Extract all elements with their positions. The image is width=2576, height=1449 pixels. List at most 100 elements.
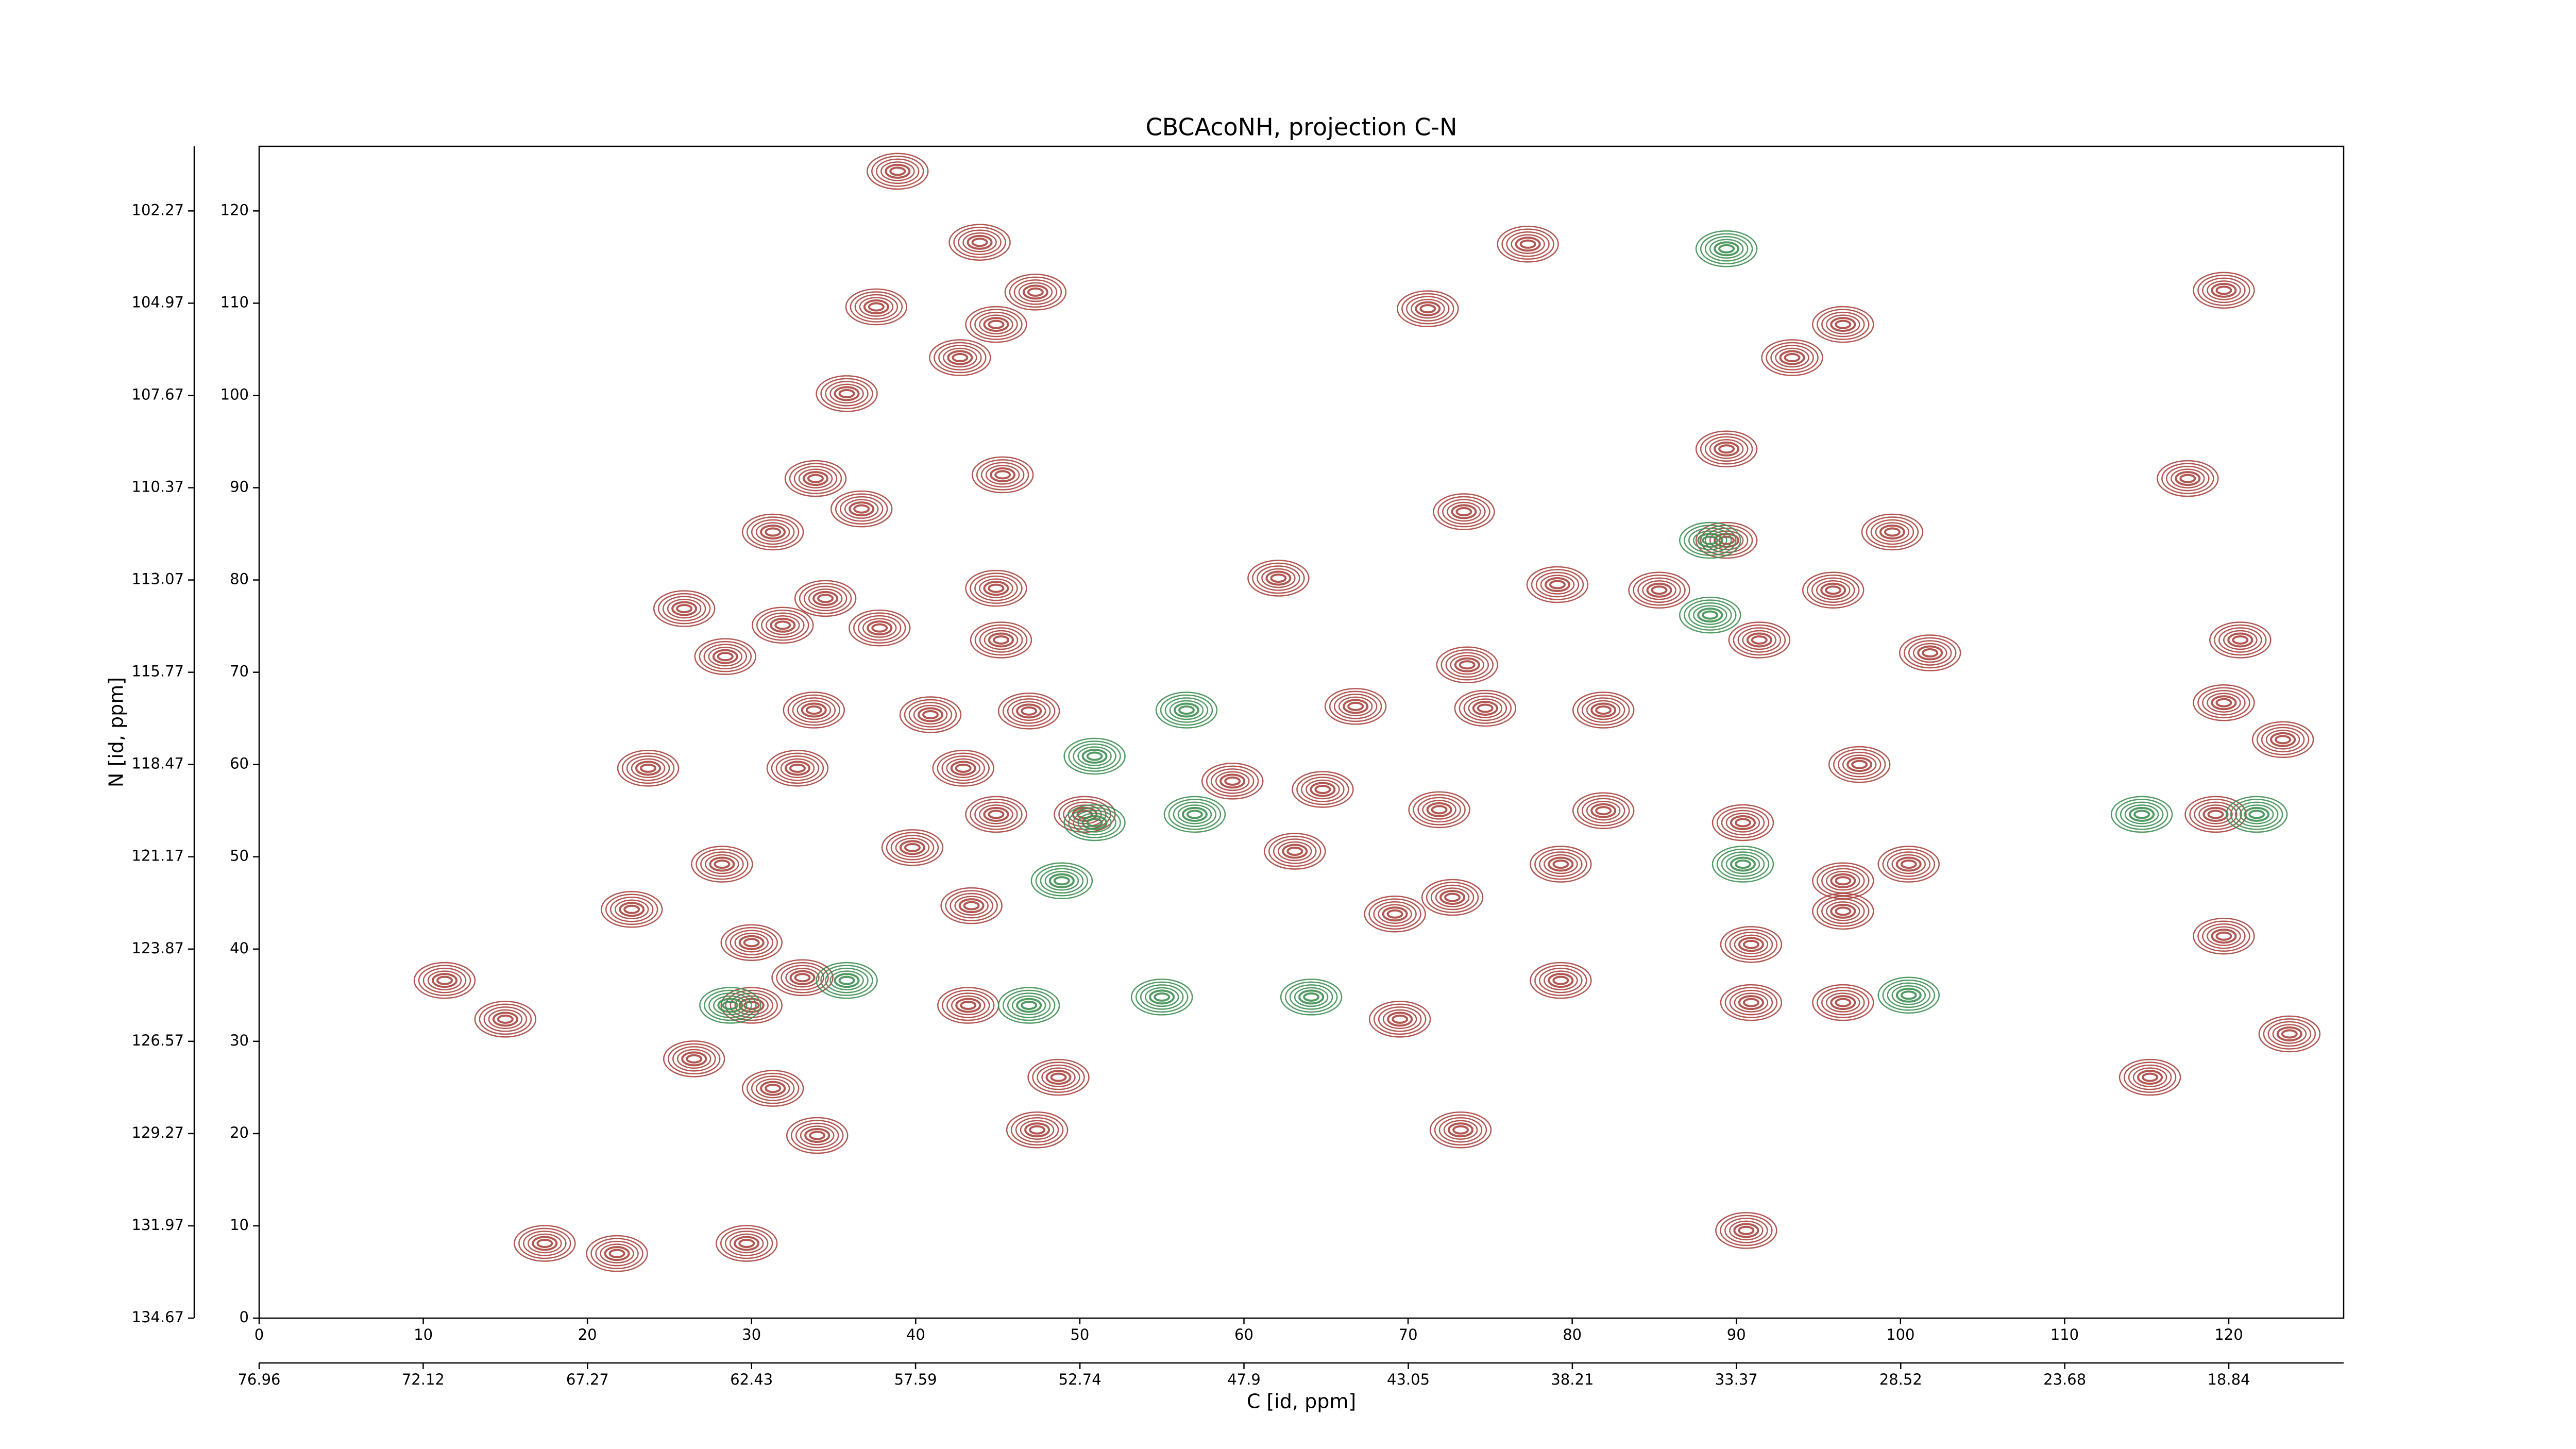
contour-ring (1463, 695, 1507, 721)
contour-ring (2128, 1064, 2172, 1090)
contour-ring (1534, 848, 1587, 880)
peak (1201, 763, 1264, 800)
contour-ring (1734, 818, 1751, 828)
contour-ring (1830, 995, 1856, 1010)
contour-ring (941, 755, 985, 781)
contour-ring (1452, 1125, 1469, 1135)
contour-ring (2124, 804, 2159, 824)
contour-ring (2120, 801, 2164, 828)
contour-ring (1004, 274, 1067, 311)
contour-ring (1378, 904, 1412, 924)
contour-ring (1718, 444, 1735, 454)
contour-ring (1595, 806, 1612, 816)
contour-ring (867, 153, 929, 190)
contour-ring (1714, 241, 1740, 257)
contour-ring (945, 890, 998, 921)
contour-ring (1029, 1125, 1046, 1135)
peak (2193, 684, 2255, 721)
contour-ring (1045, 1070, 1072, 1085)
y2-tick-label: 134.67 (132, 1308, 184, 1326)
contour-ring (1444, 892, 1461, 902)
contour-ring (789, 970, 816, 985)
contour-ring (938, 345, 982, 370)
y2-tick-label: 113.07 (132, 570, 184, 588)
y-axis-label: N [id, ppm] (105, 677, 128, 787)
contour-ring (1440, 649, 1494, 681)
peak (1530, 962, 1592, 999)
contour-ring (863, 299, 889, 315)
contour-ring (1450, 655, 1485, 675)
contour-ring (640, 763, 657, 773)
contour-ring (1802, 571, 1865, 609)
contour-ring (2218, 627, 2262, 653)
contour-ring (1535, 571, 1580, 598)
contour-ring (1642, 580, 1676, 600)
contour-ring (942, 989, 995, 1021)
contour-ring (708, 992, 752, 1018)
contour-ring (2198, 804, 2233, 824)
peak (1761, 339, 1823, 376)
contour-ring (2270, 732, 2296, 747)
contour-ring (948, 224, 1011, 261)
contour-ring (2157, 460, 2219, 497)
contour-ring (436, 975, 453, 985)
contour-ring (1711, 846, 1774, 883)
contour-ring (2239, 804, 2274, 824)
contour-ring (2189, 799, 2242, 830)
contour-ring (1468, 698, 1503, 718)
contour-ring (834, 973, 860, 988)
peak (794, 580, 857, 617)
contour-ring (1324, 688, 1387, 725)
contour-ring (971, 238, 988, 247)
contour-ring (1261, 568, 1296, 588)
contour-ring (1875, 522, 1910, 542)
contour-ring (2272, 1024, 2307, 1044)
contour-ring (1746, 632, 1772, 648)
contour-ring (871, 623, 888, 633)
contour-ring (600, 891, 663, 928)
contour-ring (1431, 805, 1448, 815)
contour-ring (2207, 693, 2241, 713)
contour-ring (881, 829, 944, 866)
peak (1155, 692, 1218, 729)
contour-ring (943, 347, 977, 368)
y2-tick-label: 118.47 (132, 755, 184, 772)
contour-ring (1154, 992, 1171, 1002)
contour-ring (1081, 749, 1108, 764)
contour-ring (1729, 932, 1773, 957)
contour-ring (1729, 989, 1773, 1016)
y-tick-label: 30 (230, 1032, 249, 1049)
peak (1720, 984, 1783, 1021)
contour-ring (722, 1001, 739, 1010)
contour-ring (1846, 757, 1873, 772)
contour-ring (1734, 860, 1751, 869)
contour-ring (1775, 347, 1809, 368)
peak (2225, 796, 2288, 833)
contour-ring (988, 583, 1005, 593)
contour-ring (1459, 693, 1512, 724)
contour-ring (1284, 981, 1338, 1013)
contour-ring (1725, 813, 1760, 833)
contour-ring (1436, 646, 1499, 684)
contour-ring (1709, 239, 1744, 259)
contour-ring (2263, 1018, 2316, 1050)
contour-ring (1149, 989, 1175, 1005)
contour-ring (988, 319, 1005, 329)
contour-ring (1429, 1111, 1492, 1149)
contour-ring (990, 467, 1016, 482)
contour-ring (1835, 319, 1852, 329)
contour-ring (681, 1051, 707, 1067)
contour-ring (1730, 856, 1756, 872)
peak (1436, 646, 1499, 684)
peak (867, 153, 929, 190)
contour-ring (1826, 314, 1860, 334)
contour-ring (867, 620, 893, 636)
contour-ring (514, 1225, 576, 1262)
peak (694, 638, 757, 675)
contour-ring (1700, 233, 1753, 265)
contour-ring (971, 456, 1034, 494)
contour-ring (2115, 799, 2168, 830)
contour-ring (1761, 339, 1823, 376)
contour-ring (859, 297, 894, 317)
contour-ring (418, 965, 471, 996)
